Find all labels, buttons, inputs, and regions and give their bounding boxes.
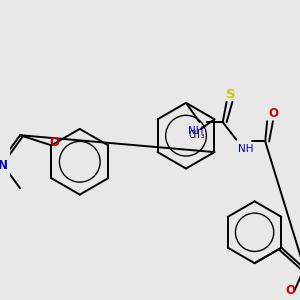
Text: NH: NH (188, 126, 203, 136)
Text: O: O (49, 136, 59, 149)
Text: S: S (226, 88, 235, 100)
Text: NH: NH (238, 144, 254, 154)
Text: CH₃: CH₃ (188, 130, 206, 140)
Text: O: O (268, 107, 278, 120)
Text: N: N (0, 159, 8, 172)
Text: O: O (286, 284, 296, 297)
